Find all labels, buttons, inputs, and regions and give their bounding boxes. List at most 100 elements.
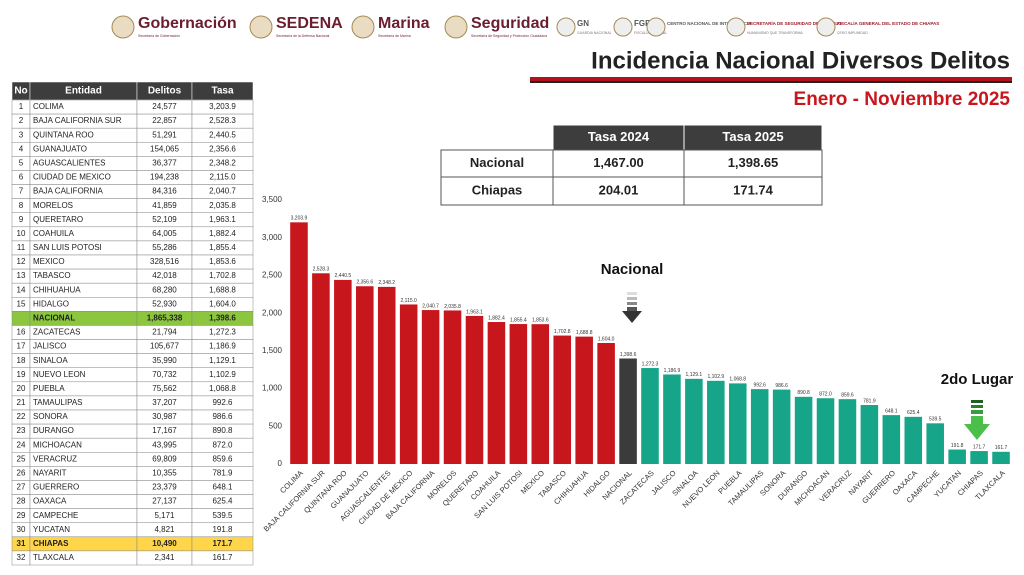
table-cell-text: 75,562 xyxy=(152,384,177,393)
table-cell-text: CAMPECHE xyxy=(33,511,78,520)
table-cell-text: 32 xyxy=(17,553,26,562)
bar xyxy=(575,336,593,464)
bar xyxy=(663,374,681,464)
bar xyxy=(443,310,462,464)
table-cell-text: CHIAPAS xyxy=(33,539,69,548)
table-cell-text: MICHOACAN xyxy=(33,440,82,449)
table-cell-text: 17,167 xyxy=(152,426,177,435)
table-cell-text: 42,018 xyxy=(152,271,177,280)
logo-name: CENTRO NACIONAL DE INTELIGENCIA xyxy=(667,21,752,26)
summary-cell xyxy=(552,149,685,178)
summary-cell xyxy=(440,176,554,206)
summary-cell xyxy=(683,176,823,206)
table-cell-text: 36,377 xyxy=(152,159,177,168)
table-cell-text: DURANGO xyxy=(33,426,74,435)
title-rule-dark xyxy=(530,81,1012,83)
bar xyxy=(531,324,550,464)
table-cell-text: AGUASCALIENTES xyxy=(33,159,105,168)
bar xyxy=(377,286,396,464)
table-cell-text: 1,398.6 xyxy=(209,314,236,323)
table-cell-text: COLIMA xyxy=(33,102,64,111)
bar xyxy=(772,389,791,464)
value-label: 2,035.8 xyxy=(444,304,461,310)
table-cell-text: 28 xyxy=(17,497,26,506)
bar xyxy=(860,405,879,464)
table-cell-text: 2,356.6 xyxy=(209,144,236,153)
logo-sub: Secretaría de Marina xyxy=(378,34,411,38)
table-cell-text: 2,440.5 xyxy=(209,130,236,139)
table-header-text: Delitos xyxy=(148,86,182,97)
table-cell-text: 15 xyxy=(17,299,26,308)
bar xyxy=(509,324,528,464)
bar xyxy=(970,451,988,464)
table-cell-text: BAJA CALIFORNIA SUR xyxy=(33,116,122,125)
value-label: 171.7 xyxy=(973,444,986,450)
logo-emblem xyxy=(556,17,576,37)
value-label: 539.5 xyxy=(929,417,942,423)
table-cell-text: 10,490 xyxy=(152,539,177,548)
value-label: 1,068.8 xyxy=(729,377,746,383)
logo-name: SECRETARÍA DE SEGURIDAD DEL PUEBLO xyxy=(747,19,842,26)
y-tick-label: 1,000 xyxy=(262,384,283,393)
logo-name: Marina xyxy=(378,15,430,32)
table-header-text: Tasa xyxy=(211,86,233,97)
value-label: 2,528.3 xyxy=(313,267,330,273)
value-label: 1,186.9 xyxy=(664,368,681,374)
bar xyxy=(816,398,835,464)
bar xyxy=(926,423,944,464)
table-cell-text: 4,821 xyxy=(154,525,175,534)
value-label: 859.6 xyxy=(841,392,854,398)
table-cell-text: 1,129.1 xyxy=(209,356,236,365)
summary-cell-text: 1,398.65 xyxy=(728,155,779,170)
table-cell-text: 21,794 xyxy=(152,328,177,337)
table-cell-text: 14 xyxy=(17,285,26,294)
table-cell-text: QUERETARO xyxy=(33,215,83,224)
logo-name: FISCALÍA GENERAL DEL ESTADO DE CHIAPAS xyxy=(837,19,939,26)
logo-sub: Secretaría de Seguridad y Protección Ciu… xyxy=(471,34,547,38)
bar xyxy=(597,343,615,464)
summary-cell-text: 171.74 xyxy=(733,182,774,197)
table-cell-text: CIUDAD DE MEXICO xyxy=(33,173,111,182)
logo-emblem xyxy=(444,15,468,39)
table-cell-text: 890.8 xyxy=(212,426,233,435)
table-cell-text: 1,272.3 xyxy=(209,328,236,337)
summary-cell xyxy=(683,149,823,178)
value-label: 1,102.9 xyxy=(707,374,724,380)
second-place-arrow xyxy=(964,400,990,440)
table-cell-text: 9 xyxy=(19,215,24,224)
table-cell-text: 1,102.9 xyxy=(209,370,236,379)
y-tick-label: 3,500 xyxy=(262,195,283,204)
value-label: 648.1 xyxy=(885,408,898,414)
logo-emblem xyxy=(111,15,135,39)
table-cell-text: 43,995 xyxy=(152,440,177,449)
bar xyxy=(948,449,966,464)
table-cell-text: 19 xyxy=(17,370,26,379)
bar xyxy=(728,383,747,464)
value-label: 625.4 xyxy=(907,410,920,416)
table-cell-text: COAHUILA xyxy=(33,229,75,238)
table-cell-text: 29 xyxy=(17,511,26,520)
summary-header-text: Tasa 2025 xyxy=(722,129,783,144)
y-tick-label: 3,000 xyxy=(262,233,283,242)
annotation: Nacional xyxy=(601,261,664,278)
table-cell-text: 16 xyxy=(17,328,26,337)
bar xyxy=(356,286,374,464)
table-cell-text: 6 xyxy=(19,173,24,182)
table-cell-text: 3 xyxy=(19,130,24,139)
value-label: 2,040.7 xyxy=(422,303,439,309)
logo-emblem xyxy=(816,17,836,37)
logo-emblem xyxy=(726,17,746,37)
value-label: 1,129.1 xyxy=(686,372,703,378)
table-cell-text: 648.1 xyxy=(212,483,233,492)
table-cell-text: 5 xyxy=(19,159,24,168)
table-cell-text: BAJA CALIFORNIA xyxy=(33,187,103,196)
table-cell-text: 24 xyxy=(17,440,26,449)
table-cell xyxy=(191,550,254,566)
table-cell-text: 2,040.7 xyxy=(209,187,236,196)
summary-header-text: Tasa 2024 xyxy=(588,129,650,144)
table-cell-text: 2 xyxy=(19,116,24,125)
table-cell-text: 1,855.4 xyxy=(209,243,236,252)
table-cell-text: 986.6 xyxy=(212,412,233,421)
logo-sub: CERO IMPUNIDAD xyxy=(837,31,868,35)
